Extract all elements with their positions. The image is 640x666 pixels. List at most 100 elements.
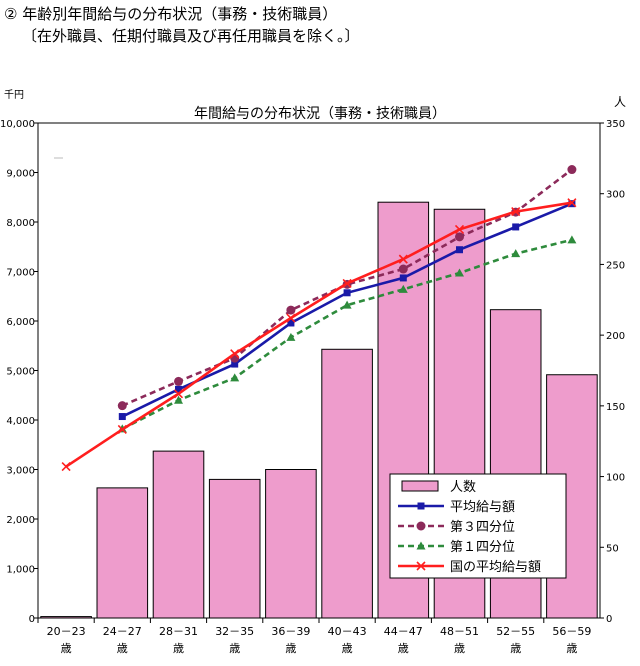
series-3-group: [117, 235, 577, 433]
series-3-line: [121, 238, 573, 431]
series-3-point: [511, 249, 521, 258]
series-4-point: [286, 313, 296, 323]
series-1-point: [175, 385, 182, 393]
legend-label: 国の平均給与額: [450, 560, 541, 575]
series-4-point: [454, 224, 465, 234]
x-tick-label: 56－59: [552, 625, 591, 638]
bar-headcount: [152, 450, 205, 619]
x-tick-label: 36－39: [271, 625, 310, 638]
series-2-line: [121, 168, 573, 407]
left-tick-label: 4,000: [6, 416, 35, 427]
legend-label: 人数: [450, 480, 476, 495]
legend-label: 平均給与額: [450, 500, 515, 515]
series-4-point: [117, 424, 127, 434]
right-axis-unit: 人: [614, 95, 626, 109]
series-1-point: [118, 413, 126, 421]
right-tick-label: 0: [606, 614, 612, 625]
series-2-point: [455, 232, 464, 242]
series-2-point: [286, 305, 296, 315]
series-4-point: [173, 389, 184, 399]
right-tick-label: 100: [606, 473, 625, 484]
x-tick-label: 48－51: [440, 625, 479, 638]
x-tick-suffix: 歳: [61, 642, 72, 655]
series-1-point: [512, 223, 520, 231]
right-tick-label: 300: [606, 190, 625, 201]
series-1-point: [287, 319, 295, 327]
x-tick-suffix: 歳: [398, 642, 409, 655]
x-tick-suffix: 歳: [229, 642, 240, 655]
chart-title: 年間給与の分布状況（事務・技術職員）: [194, 106, 446, 122]
legend-swatch-marker: [416, 561, 426, 571]
x-tick-suffix: 歳: [342, 642, 353, 655]
bar-headcount: [208, 478, 261, 619]
series-1-point: [399, 274, 407, 282]
series-3-point: [286, 332, 296, 341]
x-tick-label: 20－23: [47, 625, 86, 638]
series-4-point: [398, 254, 408, 264]
bar-headcount: [321, 348, 373, 619]
left-tick-label: 1,000: [6, 565, 35, 576]
left-tick-label: 2,000: [6, 515, 35, 526]
series-2-point: [174, 376, 183, 386]
series-3-point: [567, 235, 577, 244]
series-4-line: [65, 201, 573, 468]
x-tick-suffix: 歳: [510, 642, 521, 655]
x-tick-label: 24－27: [103, 625, 142, 638]
series-1-point: [456, 246, 463, 254]
right-tick-label: 250: [606, 260, 625, 271]
bar-headcount: [96, 487, 149, 619]
bar-headcount: [265, 469, 317, 619]
x-tick-suffix: 歳: [566, 642, 577, 655]
series-4-point: [61, 461, 71, 472]
left-tick-label: 8,000: [6, 218, 35, 229]
legend-label: 第３四分位: [450, 520, 515, 535]
left-tick-label: 9,000: [6, 169, 35, 180]
series-3-point: [230, 373, 240, 382]
series-3-point: [455, 268, 464, 277]
series-4-point: [567, 198, 577, 208]
right-tick-label: 350: [606, 119, 625, 130]
left-tick-label: 10,000: [0, 119, 35, 130]
legend-swatch-marker: [416, 521, 426, 531]
lines-group: [61, 165, 577, 472]
x-tick-label: 52－55: [496, 625, 535, 638]
x-tick-label: 32－35: [215, 625, 254, 638]
right-tick-label: 200: [606, 331, 625, 342]
section-heading: ② 年齢別年間給与の分布状況（事務・技術職員）: [4, 5, 338, 23]
series-3-point: [398, 284, 408, 293]
x-tick-suffix: 歳: [173, 642, 184, 655]
right-tick-label: 150: [606, 402, 625, 413]
left-tick-label: 3,000: [6, 466, 35, 477]
left-axis-unit: 千円: [4, 89, 24, 101]
x-tick-suffix: 歳: [454, 642, 465, 655]
legend-swatch-bar: [401, 480, 439, 492]
series-4-point: [342, 278, 352, 288]
series-2-point: [117, 401, 127, 411]
x-tick-label: 28－31: [159, 625, 198, 638]
series-1-point: [231, 360, 239, 368]
x-tick-label: 44－47: [384, 625, 423, 638]
series-3-point: [342, 300, 352, 309]
legend-label: 第１四分位: [450, 540, 515, 555]
left-tick-label: 0: [29, 614, 35, 625]
bar-headcount: [40, 616, 92, 619]
series-4-point: [511, 207, 521, 217]
section-subheading: 〔在外職員、任期付職員及び再任用職員を除く。〕: [22, 27, 360, 45]
series-4-group: [61, 198, 577, 472]
x-tick-suffix: 歳: [285, 642, 296, 655]
x-tick-suffix: 歳: [117, 642, 128, 655]
left-tick-label: 6,000: [6, 317, 35, 328]
series-4-point: [230, 349, 240, 359]
x-tick-label: 40－43: [328, 625, 367, 638]
left-tick-label: 5,000: [6, 367, 35, 378]
series-3-point: [174, 395, 183, 404]
right-tick-label: 50: [606, 543, 619, 554]
axes-group: 0 1,000 2,000 3,000 4,000 5,000 6,000 7,000 8,00…: [0, 119, 625, 655]
legend-swatch-marker: [416, 541, 426, 550]
series-2-point: [567, 165, 577, 175]
series-1-point: [343, 289, 351, 297]
left-tick-label: 7,000: [6, 268, 35, 279]
legend-swatch-marker: [417, 502, 425, 510]
